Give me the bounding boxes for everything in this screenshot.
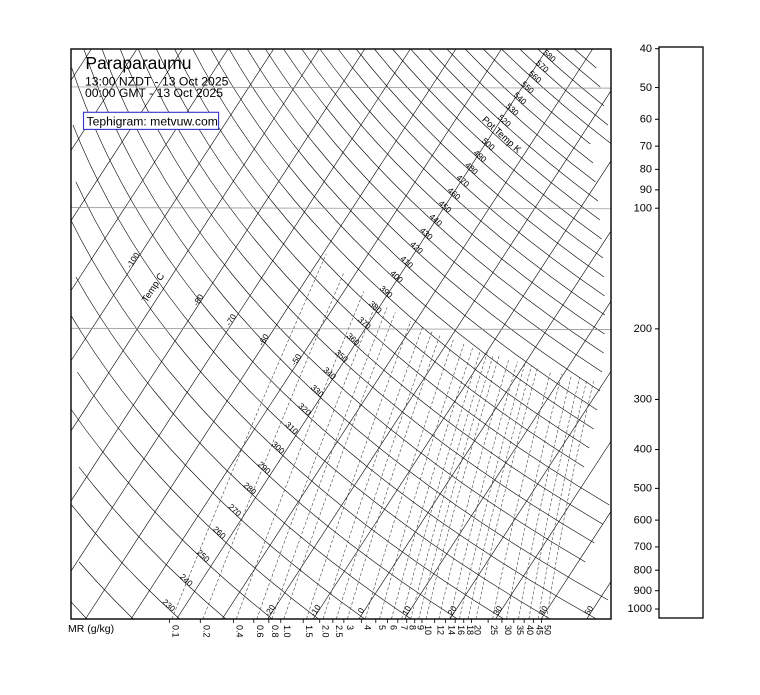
svg-text:1.0: 1.0 (282, 625, 292, 638)
svg-text:80: 80 (640, 164, 652, 176)
svg-text:25: 25 (489, 625, 499, 635)
svg-text:50: 50 (640, 82, 652, 94)
svg-text:0.4: 0.4 (234, 625, 244, 638)
svg-text:60: 60 (640, 113, 652, 125)
svg-text:200: 200 (634, 323, 652, 335)
svg-text:0.2: 0.2 (201, 625, 211, 638)
svg-text:300: 300 (634, 394, 652, 406)
svg-text:0.8: 0.8 (270, 625, 280, 638)
svg-text:500: 500 (634, 483, 652, 495)
svg-text:800: 800 (634, 564, 652, 576)
svg-text:35: 35 (515, 625, 525, 635)
svg-text:5: 5 (377, 625, 387, 630)
svg-text:40: 40 (525, 625, 535, 635)
svg-text:0.6: 0.6 (255, 625, 265, 638)
svg-text:30: 30 (503, 625, 513, 635)
svg-text:100: 100 (634, 202, 652, 214)
svg-text:400: 400 (634, 444, 652, 456)
svg-text:4: 4 (363, 625, 373, 630)
svg-text:20: 20 (472, 625, 482, 635)
svg-text:MR (g/kg): MR (g/kg) (68, 623, 114, 635)
svg-text:600: 600 (634, 514, 652, 526)
svg-text:900: 900 (634, 585, 652, 597)
svg-text:40: 40 (640, 43, 652, 55)
svg-text:0.1: 0.1 (170, 625, 180, 638)
svg-text:16: 16 (456, 625, 466, 635)
svg-text:1000: 1000 (628, 603, 652, 615)
svg-text:90: 90 (640, 184, 652, 196)
svg-text:3: 3 (345, 625, 355, 630)
svg-text:10: 10 (423, 625, 433, 635)
svg-text:6: 6 (389, 625, 399, 630)
svg-text:2.5: 2.5 (334, 625, 344, 638)
svg-text:50: 50 (543, 625, 553, 635)
svg-text:Tephigram: metvuw.com: Tephigram: metvuw.com (87, 114, 218, 128)
svg-text:700: 700 (634, 541, 652, 553)
svg-text:00:00 GMT - 13 Oct 2025: 00:00 GMT - 13 Oct 2025 (85, 86, 223, 100)
svg-text:1.5: 1.5 (304, 625, 314, 638)
svg-text:2.0: 2.0 (321, 625, 331, 638)
svg-text:70: 70 (640, 140, 652, 152)
svg-text:7: 7 (399, 625, 409, 630)
svg-text:14: 14 (447, 625, 457, 635)
svg-text:12: 12 (436, 625, 446, 635)
svg-text:Paraparaumu: Paraparaumu (85, 53, 191, 73)
